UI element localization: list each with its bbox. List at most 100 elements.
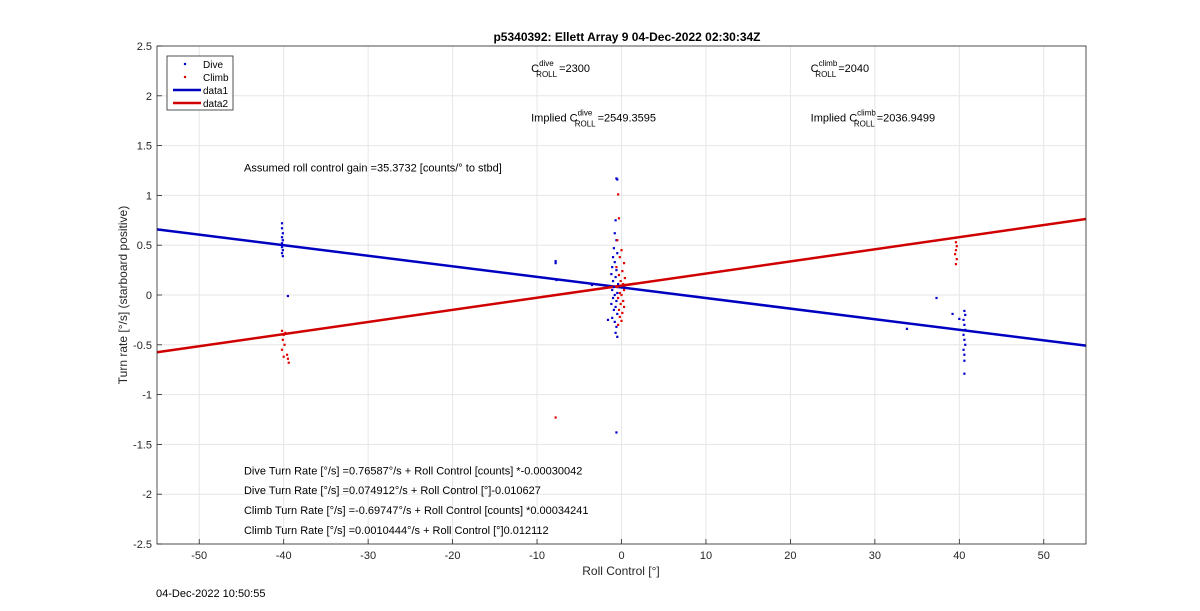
climb-point (280, 329, 284, 332)
dive-point (606, 318, 610, 321)
climb-point (953, 253, 957, 256)
dive-point (280, 252, 284, 255)
dive-point (613, 320, 616, 323)
dive-point (613, 293, 616, 297)
climb-point (623, 276, 626, 280)
y-tick-label: 1.5 (137, 141, 152, 153)
roll-gain: Assumed roll control gain =35.3732 [coun… (244, 162, 502, 174)
x-tick-label: 30 (869, 550, 881, 562)
dive-point (616, 252, 619, 255)
x-tick-label: -50 (191, 550, 207, 562)
y-axis-ticks: -2.5 -2 -1.5 -1 -0.5 0 0.5 1 1.5 2 2.5 (133, 41, 162, 551)
dive-point (616, 291, 619, 295)
dive-point (280, 236, 284, 239)
climb-eq-counts: Climb Turn Rate [°/s] =-0.69747°/s + Rol… (244, 505, 589, 517)
climb-point (617, 323, 620, 326)
legend-label-dive: Dive (203, 60, 223, 71)
dive-point (612, 308, 615, 312)
climb-point (954, 241, 958, 244)
dive-point (616, 312, 619, 316)
dive-point (614, 305, 617, 309)
legend-marker-dive (183, 62, 187, 66)
climb-point (617, 217, 621, 220)
climb-point (955, 245, 958, 248)
dive-point (615, 299, 618, 303)
dive-point (958, 317, 961, 321)
dive-point (963, 353, 966, 356)
legend-label-data1: data1 (203, 86, 228, 97)
climb-point (617, 193, 620, 196)
y-tick-label: -1 (142, 390, 152, 402)
climb-point (621, 311, 624, 315)
climb-point (285, 353, 289, 356)
dive-point (613, 261, 616, 264)
dive-point (614, 331, 617, 334)
climb-point (287, 361, 290, 364)
dive-point (963, 323, 966, 326)
x-tick-label: 20 (784, 550, 796, 562)
fit-lines (156, 217, 1087, 354)
climb-point (616, 285, 619, 289)
climb-point (622, 282, 625, 286)
dive-point (280, 246, 284, 249)
y-tick-label: 0 (146, 290, 152, 302)
climb-point (284, 331, 287, 334)
dive-point (935, 296, 938, 300)
dive-point (615, 325, 618, 328)
dive-point (281, 249, 284, 252)
dive-point (615, 431, 618, 434)
x-tick-label: 10 (700, 550, 712, 562)
dive-point (611, 266, 614, 269)
dive-point (964, 313, 967, 317)
climb-point (286, 357, 290, 360)
dive-point (614, 219, 617, 222)
climb-point (282, 333, 285, 336)
y-tick-label: -1.5 (133, 439, 152, 451)
dive-point (616, 178, 619, 181)
x-tick-label: -20 (445, 550, 461, 562)
legend-box (166, 55, 234, 111)
dive-point (963, 372, 966, 375)
dive-eq-counts: Dive Turn Rate [°/s] =0.76587°/s + Roll … (244, 465, 582, 477)
dive-point (616, 335, 619, 338)
dive-point (554, 262, 557, 265)
legend-marker-climb (183, 75, 187, 79)
dive-point (613, 232, 616, 235)
dive-point (615, 269, 618, 272)
dive-point (612, 285, 615, 289)
dive-point (286, 294, 290, 298)
dive-point (617, 282, 620, 286)
y-tick-label: 1 (146, 190, 152, 202)
x-axis-label: Roll Control [°] (582, 564, 660, 578)
legend[interactable]: Dive Climb data1 data2 (166, 55, 234, 111)
climb-point (619, 302, 622, 306)
dive-point (963, 338, 966, 341)
climb-point (622, 262, 626, 265)
annotations: Cdive ROLL =2300 Cclimb ROLL =2040 Implied Cdi… (244, 59, 935, 537)
fit-line-data1 (156, 228, 1087, 347)
dive-point (281, 239, 284, 242)
climb-point (616, 239, 619, 242)
climb-point (617, 296, 620, 300)
dive-point (964, 343, 967, 346)
timestamp: 04-Dec-2022 10:50:55 (156, 588, 266, 600)
dive-point (611, 316, 614, 320)
dive-point (905, 327, 909, 330)
climb-point (618, 291, 621, 295)
chart-title: p5340392: Ellett Array 9 04-Dec-2022 02:… (493, 30, 760, 44)
dive-point (281, 244, 284, 247)
fit-line-data2 (156, 217, 1087, 354)
climb-point (620, 293, 623, 297)
dive-eq-deg: Dive Turn Rate [°/s] =0.074912°/s + Roll… (244, 485, 541, 497)
data-points (280, 177, 967, 434)
legend-label-climb: Climb (203, 73, 229, 84)
dive-point (280, 227, 284, 230)
climb-point (282, 355, 285, 358)
climb-point (619, 279, 622, 283)
c-climb: Cclimb ROLL =2040 (811, 59, 869, 79)
dive-point (280, 242, 284, 245)
climb-point (280, 348, 284, 351)
dive-point (554, 260, 557, 263)
climb-point (617, 273, 621, 277)
